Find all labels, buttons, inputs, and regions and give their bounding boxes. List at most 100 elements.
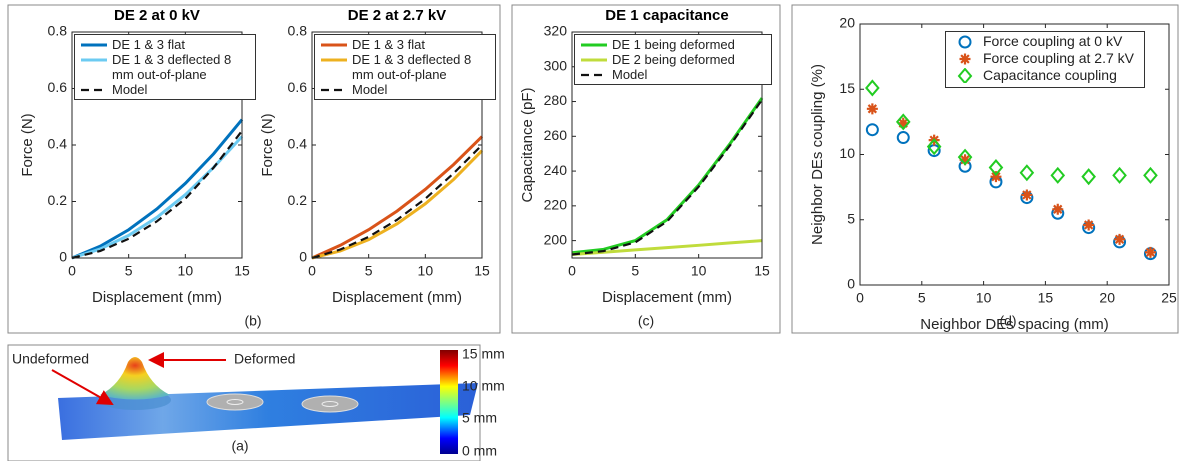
y-tick-label: 0.6 — [288, 79, 308, 95]
colorbar-label: 15 mm — [462, 346, 505, 362]
x-axis-label: Displacement (mm) — [92, 289, 222, 306]
line — [311, 149, 484, 260]
marker — [1083, 219, 1095, 231]
y-tick-label: 220 — [544, 197, 568, 213]
marker — [957, 148, 973, 166]
marker — [895, 113, 911, 131]
legend: DE 1 being deformed DE 2 being deformed Mo… — [574, 34, 772, 85]
legend-item: Force coupling at 0 kV — [950, 34, 1140, 49]
legend-swatch — [581, 43, 607, 47]
legend-item: Capacitance coupling — [950, 68, 1140, 83]
legend-item: DE 1 being deformed — [579, 37, 767, 52]
line — [571, 239, 763, 257]
y-tick-label: 0 — [59, 249, 67, 265]
legend-label: DE 1 & 3 deflected 8 mm out-of-plane — [352, 52, 472, 82]
x-tick-label: 10 — [418, 263, 434, 279]
legend-label: DE 1 being deformed — [612, 37, 735, 52]
marker — [957, 68, 973, 83]
y-tick-label: 320 — [544, 23, 568, 39]
de-disc — [206, 393, 264, 411]
panel-frame — [7, 4, 501, 334]
colorbar-label: 10 mm — [462, 378, 505, 394]
panel-label: (c) — [638, 313, 654, 329]
x-tick-label: 15 — [1038, 290, 1054, 306]
legend-label: DE 1 & 3 deflected 8 mm out-of-plane — [112, 52, 232, 82]
y-tick-label: 0.4 — [288, 136, 308, 152]
y-tick-label: 0.2 — [48, 192, 68, 208]
legend-swatch — [321, 88, 347, 92]
x-tick-label: 15 — [234, 263, 250, 279]
legend-swatch — [81, 43, 107, 47]
panel-frame — [791, 4, 1179, 334]
y-axis-label: Force (N) — [259, 113, 276, 176]
y-tick-label: 0.8 — [288, 23, 308, 39]
colorbar-label: 0 mm — [462, 443, 497, 459]
line — [311, 144, 483, 260]
x-tick-label: 10 — [178, 263, 194, 279]
x-tick-label: 0 — [856, 290, 864, 306]
legend-label: DE 1 & 3 flat — [352, 37, 425, 52]
marker — [1021, 189, 1033, 201]
y-tick-label: 15 — [839, 80, 855, 96]
colorbar — [440, 350, 458, 454]
y-tick-label: 5 — [847, 210, 855, 226]
x-tick-label: 25 — [1161, 290, 1177, 306]
marker — [988, 159, 1004, 177]
legend-item: Model — [79, 82, 251, 97]
legend-item: Force coupling at 2.7 kV — [950, 51, 1140, 66]
x-tick-label: 15 — [474, 263, 490, 279]
legend-item: DE 1 & 3 deflected 8 mm out-of-plane — [319, 52, 491, 82]
marker — [959, 53, 971, 65]
panel-frame — [7, 344, 481, 461]
axes-frame — [571, 31, 763, 259]
legend-swatch — [81, 88, 107, 92]
chart-title: DE 1 capacitance — [605, 7, 728, 24]
legend-item: DE 1 & 3 flat — [79, 37, 251, 52]
line — [71, 130, 243, 260]
line — [571, 99, 763, 256]
legend-item: DE 1 & 3 deflected 8 mm out-of-plane — [79, 52, 251, 82]
marker — [1144, 246, 1156, 258]
y-tick-label: 280 — [544, 92, 568, 108]
legend: DE 1 & 3 flat DE 1 & 3 deflected 8 mm out… — [314, 34, 496, 100]
x-tick-label: 5 — [918, 290, 926, 306]
colorbar-label: 5 mm — [462, 410, 497, 426]
chart-title: DE 2 at 0 kV — [114, 7, 200, 24]
legend-swatch — [958, 35, 972, 49]
line — [311, 135, 484, 260]
legend-swatch — [959, 53, 971, 65]
annotation: Undeformed — [12, 351, 89, 367]
marker — [1050, 166, 1066, 184]
y-tick-label: 200 — [544, 231, 568, 247]
line — [71, 118, 244, 260]
line — [571, 97, 764, 255]
legend-swatch — [321, 43, 347, 47]
y-tick-label: 0 — [847, 276, 855, 292]
y-tick-label: 0.4 — [48, 136, 68, 152]
marker — [990, 171, 1002, 183]
y-tick-label: 0.8 — [48, 23, 68, 39]
legend: Force coupling at 0 kV Force coupling at … — [945, 31, 1145, 88]
x-tick-label: 10 — [691, 263, 707, 279]
legend-label: Force coupling at 2.7 kV — [983, 50, 1134, 66]
x-tick-label: 5 — [631, 263, 639, 279]
marker — [865, 123, 879, 137]
marker — [926, 138, 942, 156]
x-tick-label: 0 — [308, 263, 316, 279]
x-axis-label: Displacement (mm) — [332, 289, 462, 306]
y-tick-label: 260 — [544, 127, 568, 143]
legend-label: Model — [612, 67, 648, 82]
legend-label: DE 1 & 3 flat — [112, 37, 185, 52]
arrow — [51, 369, 114, 405]
marker — [1143, 166, 1158, 184]
x-tick-label: 5 — [365, 263, 373, 279]
x-tick-label: 20 — [1099, 290, 1115, 306]
x-tick-label: 0 — [68, 263, 76, 279]
legend-label: Model — [352, 82, 388, 97]
deformed-de — [100, 357, 170, 400]
de-disc — [301, 395, 359, 413]
marker — [896, 131, 910, 145]
legend-label: DE 2 being deformed — [612, 52, 735, 67]
legend-swatch — [321, 58, 347, 62]
